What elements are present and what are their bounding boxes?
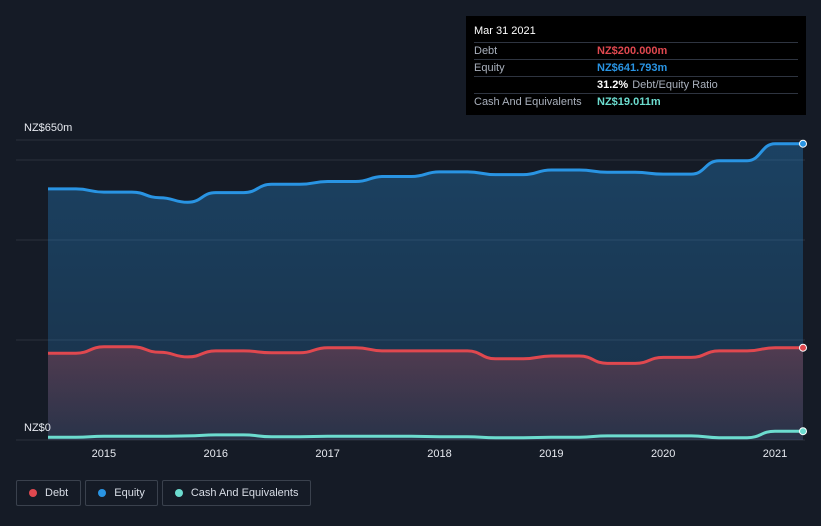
equity-line (48, 142, 803, 204)
legend-item-debt[interactable]: Debt (16, 480, 82, 506)
tooltip-ratio-value: 31.2% (597, 79, 629, 91)
legend-item-equity[interactable]: Equity (85, 480, 158, 506)
legend-item-cash[interactable]: Cash And Equivalents (161, 480, 312, 506)
y-axis-top-label: NZ$650m (24, 122, 73, 134)
debt-end-point (799, 343, 807, 352)
debt-line (48, 345, 803, 365)
x-tick-label-2019: 2019 (539, 448, 563, 460)
tooltip-row-debt: Debt NZ$200.000m (474, 42, 798, 59)
tooltip-row-equity: Equity NZ$641.793m (474, 59, 798, 76)
debt-dot-icon (29, 489, 37, 497)
tooltip-equity-value: NZ$641.793m (597, 62, 668, 74)
equity-end-point (799, 139, 807, 148)
legend-equity-label: Equity (114, 487, 145, 499)
x-tick-label-2020: 2020 (651, 448, 675, 460)
tooltip-ratio-label (474, 77, 597, 93)
cash-dot-icon (174, 489, 183, 497)
tooltip-debt-label: Debt (474, 45, 498, 57)
equity-dot-icon (98, 489, 107, 497)
cash-and-equivalents-line (48, 429, 803, 440)
tooltip-debt-value: NZ$200.000m (597, 45, 668, 57)
tooltip-row-cash: Cash And Equivalents NZ$19.011m (474, 93, 798, 110)
tooltip-cash-label: Cash And Equivalents (474, 96, 582, 108)
legend: Debt Equity Cash And Equivalents (16, 480, 312, 506)
x-tick-label-2016: 2016 (204, 448, 228, 460)
tooltip-date: Mar 31 2021 (474, 25, 536, 37)
tooltip-row-ratio: 31.2% Debt/Equity Ratio (474, 76, 798, 93)
x-tick-label-2021: 2021 (763, 448, 787, 460)
tooltip-ratio-suffix: Debt/Equity Ratio (632, 79, 718, 91)
tooltip: Mar 31 2021 Debt NZ$200.000m Equity NZ$6… (466, 16, 806, 115)
y-axis-bottom-label: NZ$0 (24, 422, 51, 434)
debt-area (48, 346, 803, 440)
x-tick-label-2017: 2017 (315, 448, 339, 460)
cash-and-equivalents-end-point (799, 427, 807, 436)
legend-debt-label: Debt (45, 487, 69, 499)
tooltip-cash-value: NZ$19.011m (597, 96, 661, 108)
x-tick-label-2015: 2015 (92, 448, 116, 460)
x-tick-label-2018: 2018 (427, 448, 451, 460)
tooltip-equity-label: Equity (474, 62, 505, 74)
legend-cash-label: Cash And Equivalents (190, 487, 299, 499)
